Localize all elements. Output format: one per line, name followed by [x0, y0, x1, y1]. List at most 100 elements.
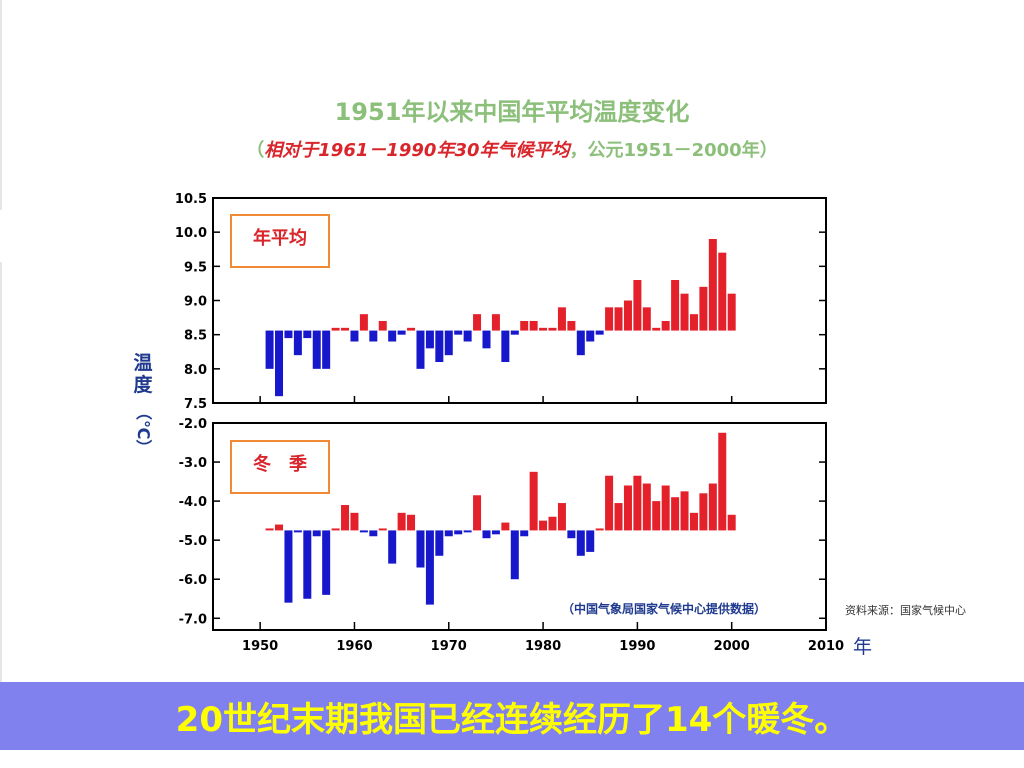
annual-bar	[633, 280, 642, 331]
winter-bar	[586, 530, 595, 552]
left-edge-strip-lower	[0, 262, 2, 682]
winter-bar	[652, 501, 661, 531]
annual-bar	[652, 327, 661, 331]
subtitle-open: （	[246, 140, 265, 161]
annual-ytick-label: 8.5	[184, 329, 207, 344]
winter-bar	[312, 530, 321, 537]
winter-bar	[359, 530, 368, 533]
annual-bar	[378, 321, 387, 331]
winter-bar	[567, 530, 576, 539]
winter-bar	[623, 485, 632, 531]
winter-ytick-label: -7.0	[179, 612, 207, 627]
annual-bar	[341, 327, 350, 331]
winter-bar	[529, 471, 538, 531]
left-edge-strip	[0, 0, 2, 210]
conclusion-text: 20世纪末期我国已经连续经历了14个暖冬。	[175, 700, 849, 740]
annual-bar	[529, 321, 538, 331]
winter-bar	[510, 530, 519, 580]
annual-bar	[623, 300, 632, 331]
annual-bar	[557, 307, 566, 331]
winter-bar	[454, 530, 463, 535]
winter-bar	[491, 530, 500, 535]
winter-bar	[642, 483, 651, 531]
annual-bar	[359, 314, 368, 331]
annual-bar	[425, 330, 434, 349]
winter-bar	[322, 530, 331, 595]
annual-ytick-label: 8.0	[184, 363, 207, 378]
annual-bar	[605, 307, 614, 331]
annual-bar	[661, 321, 670, 331]
annual-bar	[727, 293, 736, 331]
winter-bar	[341, 505, 350, 531]
y-label-char1: 温	[133, 352, 153, 374]
xtick-label: 1980	[525, 639, 561, 654]
winter-bar	[671, 497, 680, 531]
winter-bar	[633, 475, 642, 531]
annual-ytick-label: 9.0	[184, 295, 207, 310]
annual-bar	[312, 330, 321, 369]
subtitle-baseline-note: 相对于1961－1990年30年气候平均	[264, 140, 570, 161]
annual-bar	[689, 314, 698, 331]
annual-bar	[595, 330, 604, 335]
winter-bar	[482, 530, 491, 539]
winter-frame	[212, 422, 827, 631]
winter-panel-label: 冬 季	[230, 440, 330, 494]
winter-ytick-label: -2.0	[179, 417, 207, 432]
annual-ytick-label: 9.5	[184, 260, 207, 275]
xtick-label: 1990	[619, 639, 655, 654]
annual-bar	[331, 327, 340, 331]
chart-subtitle: （相对于1961－1990年30年气候平均，公元1951－2000年）	[0, 136, 1024, 162]
annual-bar	[491, 314, 500, 331]
winter-bar	[473, 495, 482, 531]
xtick-label: 2000	[714, 639, 750, 654]
annual-ytick-label: 10.0	[175, 226, 207, 241]
annual-bar	[699, 286, 708, 331]
annual-bar	[397, 330, 406, 335]
annual-bar	[416, 330, 425, 369]
winter-bar	[605, 475, 614, 531]
y-label-unit: （℃）	[134, 404, 153, 456]
winter-bar	[444, 530, 453, 537]
annual-bar	[567, 321, 576, 331]
annual-bar	[275, 330, 284, 397]
annual-bar	[539, 327, 548, 331]
temperature-chart: 7.5 8.0 8.5 9.0 9.5 10.0 10.5 -7.0 -6.0 -5.0 -4.0 -…	[175, 192, 844, 654]
winter-ytick-label: -3.0	[179, 456, 207, 471]
winter-bar	[388, 530, 397, 564]
annual-bar	[407, 327, 416, 331]
conclusion-banner	[0, 682, 1024, 750]
annual-bar	[293, 330, 302, 356]
winter-bar	[548, 516, 557, 531]
winter-bar	[397, 512, 406, 531]
winter-ytick-label: -4.0	[179, 495, 207, 510]
winter-bar	[435, 530, 444, 556]
winter-bar	[614, 503, 623, 531]
y-axis-label: 温 度 （℃）	[132, 352, 154, 456]
annual-ytick-label: 10.5	[175, 192, 207, 207]
annual-bar	[642, 307, 651, 331]
winter-bar	[284, 530, 293, 603]
winter-bar	[539, 520, 548, 531]
annual-bar	[548, 327, 557, 331]
annual-ytick-label: 7.5	[184, 397, 207, 412]
annual-bar	[586, 330, 595, 342]
xtick-label: 1950	[242, 639, 278, 654]
winter-bar	[501, 522, 510, 531]
winter-bar	[369, 530, 378, 537]
annual-bar	[388, 330, 397, 342]
annual-bar	[614, 307, 623, 331]
winter-bar	[293, 530, 302, 533]
winter-bar	[265, 528, 274, 531]
annual-bar	[482, 330, 491, 349]
winter-bar	[350, 512, 359, 531]
subtitle-sep: ，	[569, 140, 588, 161]
annual-bar	[454, 330, 463, 335]
winter-bar	[689, 512, 698, 531]
winter-ytick-label: -5.0	[179, 534, 207, 549]
annual-bar	[265, 330, 274, 369]
annual-bar	[708, 239, 717, 331]
x-axis-unit: 年	[853, 636, 873, 658]
xtick-label: 1960	[336, 639, 372, 654]
y-label-char2: 度	[133, 374, 153, 396]
annual-bar	[444, 330, 453, 356]
